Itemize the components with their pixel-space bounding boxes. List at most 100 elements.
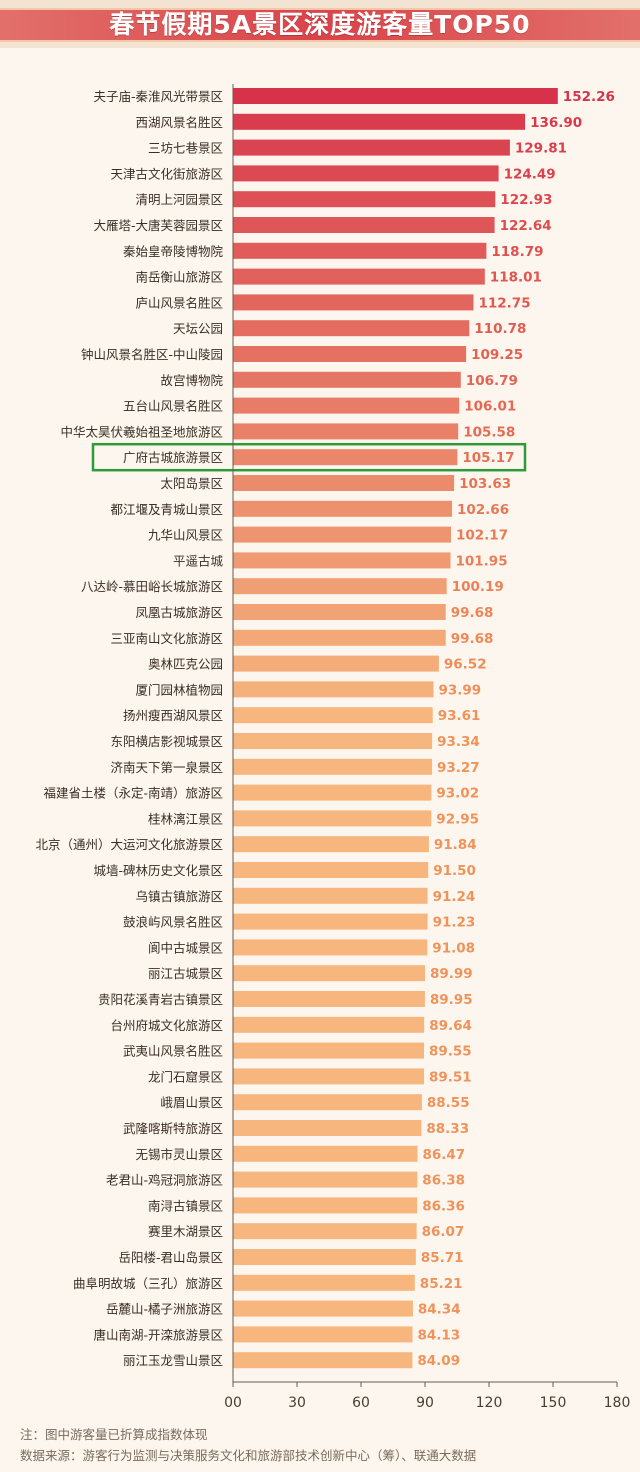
bar: [233, 1171, 418, 1188]
category-label: 故宫博物院: [160, 373, 223, 388]
category-label: 无锡市灵山景区: [135, 1147, 223, 1162]
bar: [233, 346, 467, 362]
bar: [233, 707, 433, 724]
value-label: 99.68: [451, 631, 494, 647]
value-label: 129.81: [515, 141, 567, 157]
category-label: 老君山-鸡冠洞旅游区: [106, 1173, 223, 1188]
category-label: 台州府城文化旅游区: [110, 1018, 223, 1033]
value-label: 86.36: [422, 1198, 465, 1214]
value-label: 91.23: [433, 915, 476, 931]
bar: [233, 294, 474, 311]
category-label: 鼓浪屿风景名胜区: [123, 915, 223, 930]
value-label: 118.01: [490, 270, 542, 286]
bar: [233, 655, 439, 672]
bar: [233, 758, 432, 775]
value-label: 112.75: [479, 295, 531, 311]
category-label: 城墙-碑林历史文化景区: [93, 863, 223, 878]
value-label: 118.79: [491, 244, 543, 260]
bar: [233, 1352, 413, 1369]
value-label: 101.95: [456, 553, 508, 569]
category-label: 丽江古城景区: [148, 966, 223, 981]
category-label: 平遥古城: [173, 553, 224, 568]
bar: [233, 1223, 417, 1240]
bar: [233, 991, 425, 1007]
category-label: 钟山风景名胜区-中山陵园: [81, 347, 223, 362]
value-label: 89.95: [430, 992, 473, 1008]
value-label: 84.13: [418, 1327, 461, 1343]
bar: [233, 1300, 413, 1317]
x-tick-label: 00: [224, 1395, 242, 1411]
value-label: 91.84: [434, 837, 477, 853]
bar: [233, 939, 428, 956]
value-label: 89.55: [429, 1044, 472, 1060]
bar: [233, 1120, 422, 1136]
bar: [233, 1249, 416, 1265]
category-label: 南浔古镇景区: [148, 1198, 223, 1213]
value-label: 102.17: [456, 528, 508, 544]
value-label: 96.52: [444, 657, 487, 673]
value-label: 152.26: [563, 89, 615, 105]
value-label: 91.08: [432, 940, 475, 956]
value-label: 89.99: [430, 966, 473, 982]
category-label: 福建省土楼（永定-南靖）旅游区: [43, 786, 223, 801]
bar: [233, 217, 495, 233]
value-label: 84.34: [418, 1302, 461, 1318]
category-label: 南岳衡山旅游区: [135, 270, 223, 285]
value-label: 85.21: [420, 1276, 463, 1292]
category-label: 八达岭-慕田峪长城旅游区: [81, 579, 223, 594]
value-label: 84.09: [417, 1353, 460, 1369]
value-label: 85.71: [421, 1250, 464, 1266]
category-label: 九华山风景区: [148, 528, 223, 543]
category-label: 天津古文化街旅游区: [110, 166, 223, 181]
bar: [233, 268, 485, 285]
bar: [233, 475, 455, 491]
value-label: 103.63: [459, 476, 511, 492]
category-label: 龙门石窟景区: [148, 1069, 223, 1084]
bar: [233, 1197, 418, 1214]
value-label: 86.07: [422, 1224, 465, 1240]
value-label: 110.78: [474, 321, 526, 337]
category-label: 武夷山风景名胜区: [123, 1044, 223, 1059]
bar: [233, 965, 425, 982]
bar: [233, 242, 487, 259]
bar: [233, 139, 510, 156]
category-label: 峨眉山景区: [160, 1095, 223, 1110]
category-label: 三亚南山文化旅游区: [110, 631, 223, 646]
category-label: 大雁塔-大唐芙蓉园景区: [93, 218, 223, 233]
value-label: 106.79: [466, 373, 518, 389]
value-label: 93.61: [438, 708, 481, 724]
value-label: 136.90: [530, 115, 582, 131]
category-label: 太阳岛景区: [160, 476, 223, 491]
category-label: 岳阳楼-君山岛景区: [118, 1250, 223, 1265]
bar: [233, 836, 429, 853]
value-label: 88.55: [427, 1095, 470, 1111]
bar: [233, 397, 460, 414]
x-tick-label: 30: [288, 1395, 306, 1411]
category-label: 丽江玉龙雪山景区: [123, 1353, 223, 1368]
category-label: 三坊七巷景区: [148, 141, 223, 156]
bar: [233, 191, 496, 208]
x-tick-label: 180: [604, 1395, 631, 1411]
category-label: 唐山南湖-开滦旅游景区: [93, 1327, 223, 1342]
value-label: 89.64: [429, 1018, 472, 1034]
category-label: 岳麓山-橘子洲旅游区: [106, 1302, 223, 1317]
category-label: 清明上河园景区: [135, 192, 223, 207]
category-label: 庐山风景名胜区: [135, 295, 223, 310]
value-label: 100.19: [452, 579, 504, 595]
bar: [233, 1042, 424, 1059]
value-label: 122.64: [500, 218, 552, 234]
bar: [233, 500, 452, 517]
category-label: 厦门园林植物园: [135, 682, 223, 697]
value-label: 86.47: [423, 1147, 466, 1163]
value-label: 106.01: [464, 399, 516, 415]
bar: [233, 629, 446, 646]
x-tick-label: 120: [476, 1395, 503, 1411]
value-label: 93.34: [437, 734, 480, 750]
bar: [233, 681, 434, 698]
bar: [233, 165, 499, 182]
value-label: 124.49: [504, 166, 556, 182]
value-label: 91.50: [433, 863, 476, 879]
highlight-box: [91, 442, 527, 472]
category-label: 西湖风景名胜区: [135, 115, 223, 130]
